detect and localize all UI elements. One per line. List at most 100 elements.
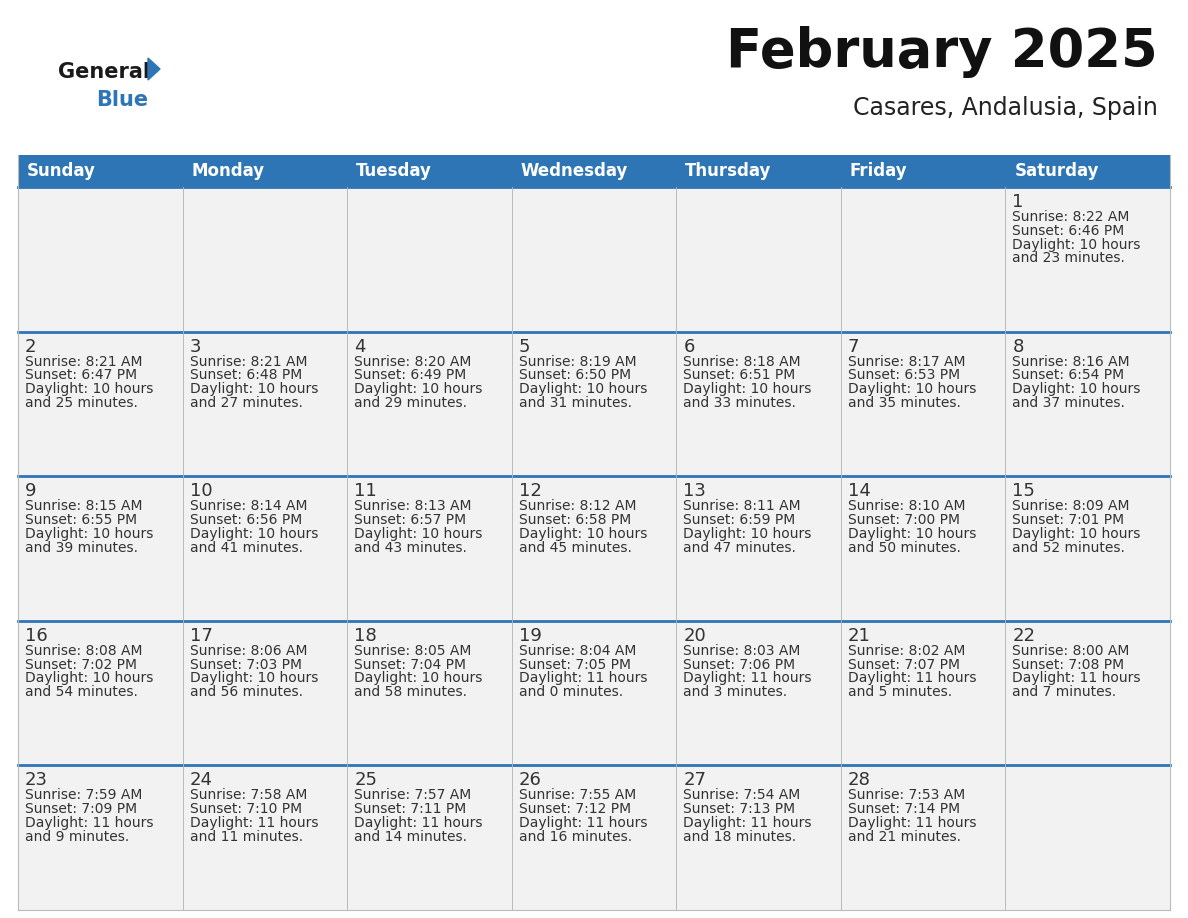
Text: 26: 26 — [519, 771, 542, 789]
Text: Sunrise: 8:21 AM: Sunrise: 8:21 AM — [190, 354, 307, 369]
Text: Daylight: 10 hours: Daylight: 10 hours — [1012, 527, 1140, 541]
Bar — [841, 331, 1005, 476]
Text: Blue: Blue — [96, 90, 148, 110]
Bar — [347, 331, 512, 476]
Text: Sunrise: 7:54 AM: Sunrise: 7:54 AM — [683, 789, 801, 802]
Text: Sunrise: 7:59 AM: Sunrise: 7:59 AM — [25, 789, 143, 802]
Text: Friday: Friday — [849, 162, 908, 180]
Text: 3: 3 — [190, 338, 201, 355]
Text: Sunset: 6:53 PM: Sunset: 6:53 PM — [848, 368, 960, 383]
Text: Sunrise: 8:16 AM: Sunrise: 8:16 AM — [1012, 354, 1130, 369]
Text: 24: 24 — [190, 771, 213, 789]
Bar — [841, 476, 1005, 621]
Text: Sunset: 6:58 PM: Sunset: 6:58 PM — [519, 513, 631, 527]
Text: Daylight: 11 hours: Daylight: 11 hours — [848, 671, 977, 686]
Bar — [512, 155, 676, 187]
Text: 25: 25 — [354, 771, 377, 789]
Text: Sunrise: 8:21 AM: Sunrise: 8:21 AM — [25, 354, 143, 369]
Text: and 56 minutes.: and 56 minutes. — [190, 685, 303, 700]
Bar — [1005, 766, 1170, 910]
Text: Sunrise: 7:53 AM: Sunrise: 7:53 AM — [848, 789, 965, 802]
Bar — [676, 155, 841, 187]
Bar — [512, 621, 676, 766]
Bar — [512, 476, 676, 621]
Text: Daylight: 10 hours: Daylight: 10 hours — [190, 671, 318, 686]
Text: Casares, Andalusia, Spain: Casares, Andalusia, Spain — [853, 96, 1158, 120]
Bar — [183, 621, 347, 766]
Bar — [18, 766, 183, 910]
Bar — [18, 155, 183, 187]
Text: and 14 minutes.: and 14 minutes. — [354, 830, 467, 844]
Text: Daylight: 10 hours: Daylight: 10 hours — [354, 382, 482, 397]
Text: and 29 minutes.: and 29 minutes. — [354, 396, 467, 410]
Text: and 5 minutes.: and 5 minutes. — [848, 685, 952, 700]
Text: and 39 minutes.: and 39 minutes. — [25, 541, 138, 554]
Text: Sunrise: 8:18 AM: Sunrise: 8:18 AM — [683, 354, 801, 369]
Text: 28: 28 — [848, 771, 871, 789]
Text: Sunset: 7:00 PM: Sunset: 7:00 PM — [848, 513, 960, 527]
Bar — [512, 187, 676, 331]
Text: Sunrise: 8:15 AM: Sunrise: 8:15 AM — [25, 499, 143, 513]
Text: Sunset: 6:59 PM: Sunset: 6:59 PM — [683, 513, 796, 527]
Bar — [347, 187, 512, 331]
Bar — [676, 476, 841, 621]
Text: Daylight: 10 hours: Daylight: 10 hours — [354, 527, 482, 541]
Text: Sunrise: 8:17 AM: Sunrise: 8:17 AM — [848, 354, 966, 369]
Text: Sunset: 7:05 PM: Sunset: 7:05 PM — [519, 657, 631, 672]
Text: and 18 minutes.: and 18 minutes. — [683, 830, 796, 844]
Text: and 27 minutes.: and 27 minutes. — [190, 396, 303, 410]
Text: Daylight: 10 hours: Daylight: 10 hours — [519, 382, 647, 397]
Bar — [1005, 331, 1170, 476]
Bar — [841, 155, 1005, 187]
Text: Daylight: 10 hours: Daylight: 10 hours — [25, 382, 153, 397]
Bar — [183, 331, 347, 476]
Text: Daylight: 11 hours: Daylight: 11 hours — [848, 816, 977, 830]
Text: Sunset: 6:55 PM: Sunset: 6:55 PM — [25, 513, 137, 527]
Text: Daylight: 10 hours: Daylight: 10 hours — [25, 671, 153, 686]
Bar — [1005, 621, 1170, 766]
Text: Daylight: 10 hours: Daylight: 10 hours — [354, 671, 482, 686]
Text: Sunrise: 8:14 AM: Sunrise: 8:14 AM — [190, 499, 307, 513]
Bar — [18, 331, 183, 476]
Text: Sunset: 7:10 PM: Sunset: 7:10 PM — [190, 802, 302, 816]
Text: 16: 16 — [25, 627, 48, 644]
Text: Daylight: 10 hours: Daylight: 10 hours — [683, 527, 811, 541]
Text: and 54 minutes.: and 54 minutes. — [25, 685, 138, 700]
Text: 5: 5 — [519, 338, 530, 355]
Text: Sunday: Sunday — [27, 162, 96, 180]
Bar — [1005, 155, 1170, 187]
Text: Sunset: 7:09 PM: Sunset: 7:09 PM — [25, 802, 137, 816]
Bar — [676, 187, 841, 331]
Text: Sunrise: 8:19 AM: Sunrise: 8:19 AM — [519, 354, 637, 369]
Text: and 58 minutes.: and 58 minutes. — [354, 685, 467, 700]
Text: Daylight: 11 hours: Daylight: 11 hours — [683, 816, 811, 830]
Text: 1: 1 — [1012, 193, 1024, 211]
Text: Daylight: 11 hours: Daylight: 11 hours — [683, 671, 811, 686]
Text: and 47 minutes.: and 47 minutes. — [683, 541, 796, 554]
Text: and 52 minutes.: and 52 minutes. — [1012, 541, 1125, 554]
Text: 23: 23 — [25, 771, 48, 789]
Bar — [347, 155, 512, 187]
Text: Sunrise: 8:12 AM: Sunrise: 8:12 AM — [519, 499, 637, 513]
Bar — [841, 187, 1005, 331]
Text: Wednesday: Wednesday — [520, 162, 628, 180]
Text: 20: 20 — [683, 627, 706, 644]
Bar — [183, 476, 347, 621]
Text: and 37 minutes.: and 37 minutes. — [1012, 396, 1125, 410]
Bar — [183, 155, 347, 187]
Text: Daylight: 11 hours: Daylight: 11 hours — [190, 816, 318, 830]
Bar — [841, 766, 1005, 910]
Text: and 41 minutes.: and 41 minutes. — [190, 541, 303, 554]
Bar — [841, 621, 1005, 766]
Text: Sunrise: 8:02 AM: Sunrise: 8:02 AM — [848, 644, 965, 658]
Text: Sunset: 6:47 PM: Sunset: 6:47 PM — [25, 368, 137, 383]
Bar — [512, 766, 676, 910]
Bar — [18, 187, 183, 331]
Text: Sunset: 6:56 PM: Sunset: 6:56 PM — [190, 513, 302, 527]
Text: Sunrise: 8:06 AM: Sunrise: 8:06 AM — [190, 644, 307, 658]
Text: Sunrise: 8:04 AM: Sunrise: 8:04 AM — [519, 644, 636, 658]
Text: Sunrise: 7:55 AM: Sunrise: 7:55 AM — [519, 789, 636, 802]
Text: Thursday: Thursday — [685, 162, 772, 180]
Bar — [676, 331, 841, 476]
Text: Sunrise: 7:58 AM: Sunrise: 7:58 AM — [190, 789, 307, 802]
